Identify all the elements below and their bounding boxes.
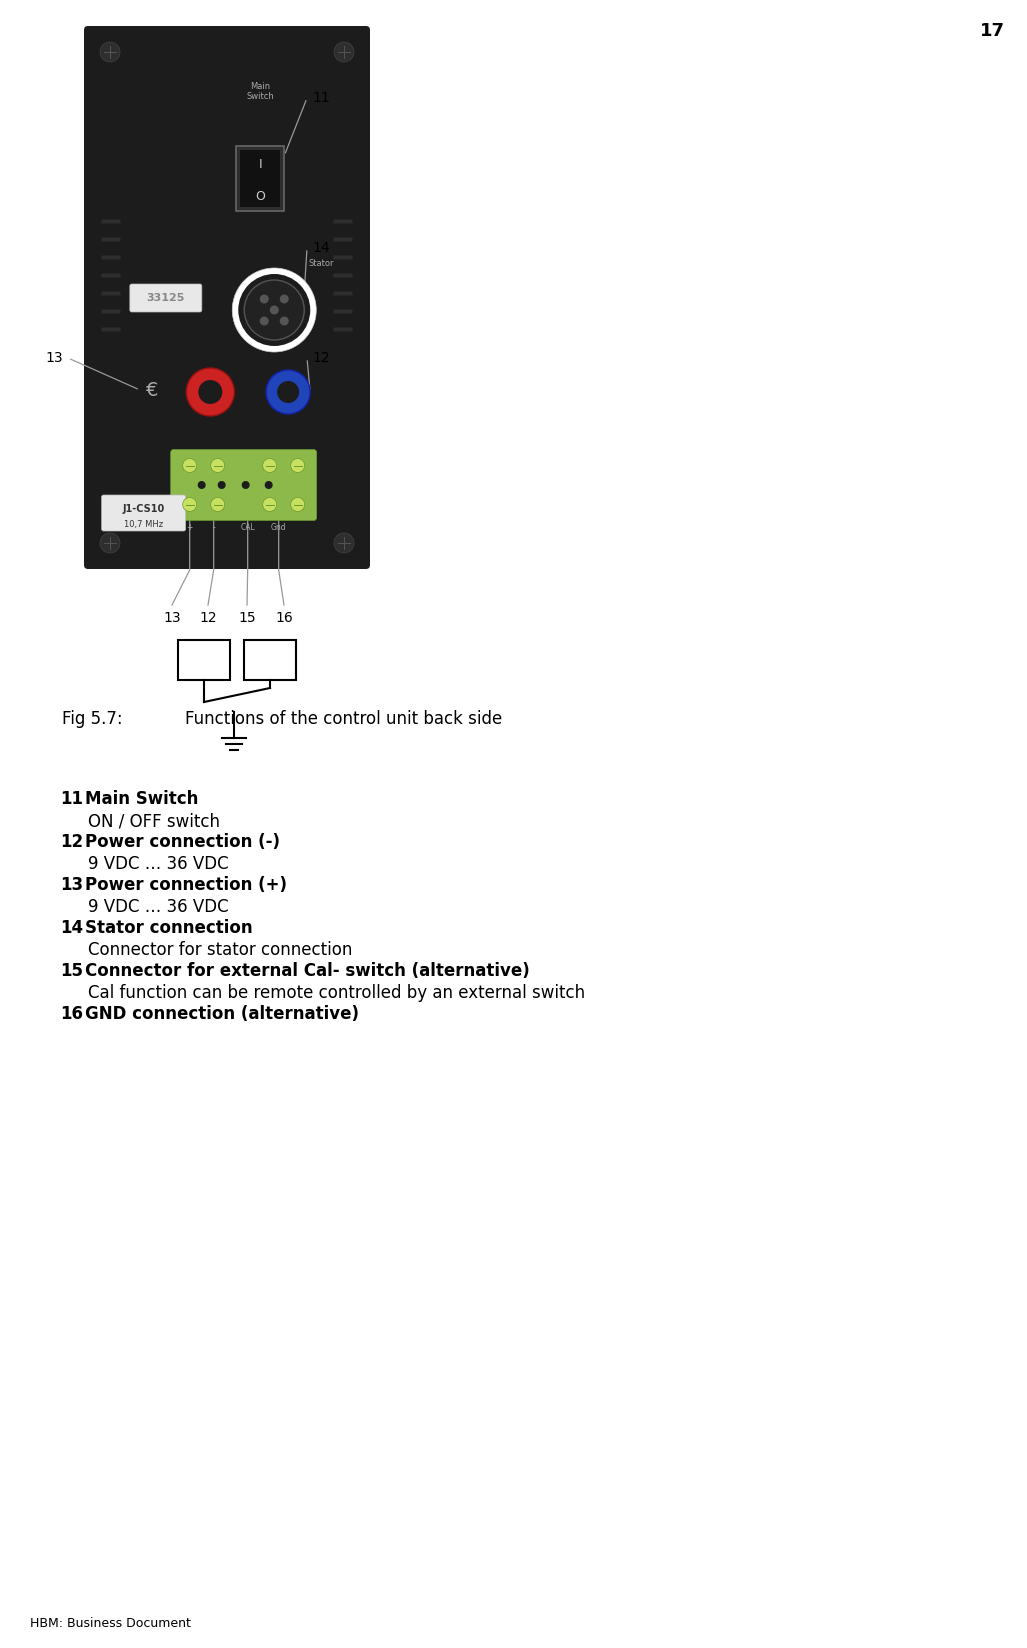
Bar [178, 639, 230, 681]
Text: 13: 13 [45, 351, 63, 364]
Text: I: I [259, 158, 262, 170]
Text: Functions of the control unit back side: Functions of the control unit back side [185, 710, 502, 728]
Circle shape [238, 274, 310, 346]
Text: 33125: 33125 [147, 293, 185, 303]
Circle shape [241, 481, 250, 489]
Text: Main Switch: Main Switch [85, 789, 198, 808]
Text: Power connection (+): Power connection (+) [85, 877, 287, 893]
Circle shape [183, 458, 197, 473]
Text: +: + [187, 524, 193, 532]
Text: Stator connection: Stator connection [85, 920, 253, 938]
Circle shape [211, 498, 225, 511]
Text: €: € [146, 381, 158, 399]
FancyBboxPatch shape [102, 219, 120, 224]
FancyBboxPatch shape [170, 450, 316, 521]
Circle shape [197, 481, 205, 489]
Text: Cal function can be remote controlled by an external switch: Cal function can be remote controlled by… [88, 984, 585, 1002]
Text: J1-CS10: J1-CS10 [122, 504, 164, 514]
Text: 9 VDC … 36 VDC: 9 VDC … 36 VDC [88, 898, 229, 916]
Circle shape [270, 305, 278, 315]
Text: Stator: Stator [309, 259, 334, 269]
Circle shape [260, 316, 269, 326]
Text: Fig 5.7:: Fig 5.7: [62, 710, 122, 728]
FancyBboxPatch shape [334, 219, 352, 224]
Text: 14: 14 [60, 920, 83, 938]
FancyBboxPatch shape [102, 237, 120, 242]
Circle shape [211, 458, 225, 473]
Text: GND connection (alternative): GND connection (alternative) [85, 1005, 359, 1023]
FancyBboxPatch shape [334, 292, 352, 295]
FancyBboxPatch shape [334, 310, 352, 313]
Circle shape [232, 269, 316, 353]
Text: 12: 12 [312, 351, 330, 364]
Circle shape [279, 316, 289, 326]
FancyBboxPatch shape [334, 274, 352, 277]
Text: 17: 17 [980, 21, 1005, 40]
FancyBboxPatch shape [84, 26, 370, 569]
Circle shape [183, 498, 197, 511]
Circle shape [244, 280, 304, 339]
Circle shape [218, 481, 226, 489]
Text: 15: 15 [60, 962, 83, 981]
FancyBboxPatch shape [102, 328, 120, 331]
Bar [244, 639, 296, 681]
Text: 14: 14 [312, 241, 330, 255]
Circle shape [265, 481, 273, 489]
Circle shape [291, 498, 305, 511]
FancyBboxPatch shape [102, 494, 186, 531]
Text: O: O [256, 190, 265, 203]
FancyBboxPatch shape [334, 237, 352, 242]
Text: CAL: CAL [240, 524, 255, 532]
Text: 15: 15 [238, 611, 256, 625]
FancyBboxPatch shape [334, 328, 352, 331]
Circle shape [263, 498, 276, 511]
Text: HBM: Business Document: HBM: Business Document [30, 1617, 191, 1630]
Circle shape [291, 458, 305, 473]
Text: Gnd: Gnd [271, 524, 287, 532]
Bar [240, 150, 280, 206]
Text: 11: 11 [312, 91, 330, 105]
Circle shape [186, 368, 234, 415]
Bar [236, 145, 284, 211]
Text: Connector for stator connection: Connector for stator connection [88, 941, 352, 959]
Text: 12: 12 [60, 832, 83, 850]
Circle shape [279, 295, 289, 303]
Text: 13: 13 [163, 611, 181, 625]
Circle shape [334, 532, 354, 554]
Text: 16: 16 [60, 1005, 83, 1023]
Text: Connector for external Cal- switch (alternative): Connector for external Cal- switch (alte… [85, 962, 530, 981]
FancyBboxPatch shape [102, 255, 120, 259]
Circle shape [263, 458, 276, 473]
Circle shape [260, 295, 269, 303]
Text: 10,7 MHz: 10,7 MHz [124, 519, 163, 529]
Circle shape [198, 381, 222, 404]
Text: 16: 16 [275, 611, 293, 625]
Circle shape [100, 41, 120, 63]
Text: 11: 11 [60, 789, 83, 808]
Text: Power connection (-): Power connection (-) [85, 832, 280, 850]
Text: 13: 13 [60, 877, 83, 893]
Circle shape [277, 381, 299, 404]
Text: ON / OFF switch: ON / OFF switch [88, 812, 220, 831]
FancyBboxPatch shape [102, 274, 120, 277]
Circle shape [100, 532, 120, 554]
Circle shape [266, 371, 310, 414]
Text: Main
Switch: Main Switch [246, 82, 274, 102]
FancyBboxPatch shape [102, 310, 120, 313]
FancyBboxPatch shape [334, 255, 352, 259]
Circle shape [334, 41, 354, 63]
FancyBboxPatch shape [102, 292, 120, 295]
FancyBboxPatch shape [129, 283, 202, 311]
Text: 12: 12 [199, 611, 217, 625]
Text: -: - [213, 524, 215, 532]
Text: 9 VDC … 36 VDC: 9 VDC … 36 VDC [88, 855, 229, 873]
